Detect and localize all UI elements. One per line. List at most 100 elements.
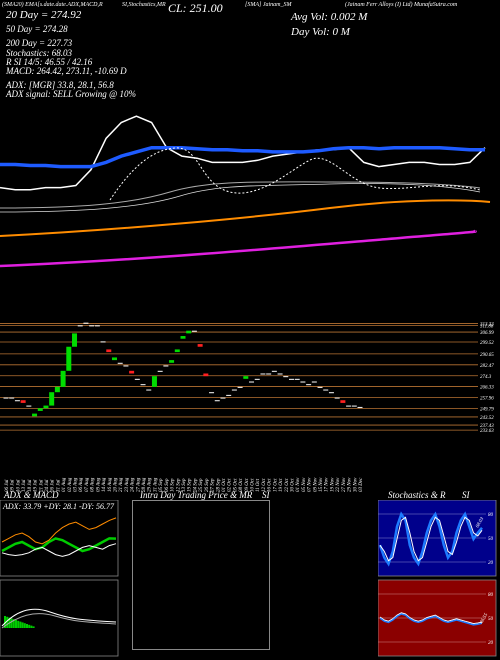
- candle: [260, 373, 266, 375]
- x-tick-label: 06 Sep: [165, 478, 170, 492]
- x-tick-label: 19 Oct: [279, 478, 284, 492]
- x-tick-label: 13 Sep: [182, 478, 187, 492]
- x-tick-label: 01 Nov: [296, 477, 301, 492]
- candle: [54, 386, 60, 393]
- x-tick-label: 01 Aug: [62, 477, 67, 492]
- candle: [346, 405, 352, 407]
- candle: [106, 349, 112, 353]
- x-tick-label: 05 Sep: [159, 478, 164, 492]
- candle: [111, 357, 117, 361]
- x-tick-label: 12 Sep: [176, 478, 181, 492]
- candle: [37, 408, 43, 411]
- macd-bar: [32, 626, 35, 628]
- stoch-panel-title: Stochastics & R: [388, 490, 446, 500]
- rsi-side-value: 46.55: [479, 612, 489, 625]
- day-vol: Day Vol: 0 M: [291, 26, 350, 38]
- x-tick-label: 28 Aug: [142, 477, 147, 492]
- header-line1b: SI,Stochastics,MR: [122, 2, 166, 8]
- x-tick-label: 15 Nov: [319, 477, 324, 492]
- rsi-axis-label: 50: [488, 617, 494, 622]
- candle: [209, 392, 215, 394]
- x-tick-label: 17 Oct: [273, 478, 278, 492]
- adx-frame: [0, 500, 119, 577]
- candle: [100, 341, 106, 343]
- sma200-label: 200 Day = 227.73: [6, 38, 73, 48]
- adx-panel: ADX: 33.79 +DY: 28.1 -DY: 56.77: [0, 500, 119, 657]
- stoch-panel-si: SI: [462, 490, 470, 500]
- stochastics-value: Stochastics: 68.03: [6, 48, 72, 58]
- x-tick-label: 24 Jul: [45, 479, 50, 492]
- candle: [277, 373, 283, 375]
- candle: [300, 381, 306, 383]
- candle: [89, 325, 95, 327]
- adx-panel-title: ADX & MACD: [4, 490, 59, 500]
- y-tick-label: 257.96: [480, 397, 494, 402]
- x-tick-label: 17 Nov: [325, 477, 330, 492]
- sma-chart: [0, 115, 491, 268]
- candle: [191, 330, 197, 332]
- macd-frame: [0, 579, 119, 657]
- avg-vol: Avg Vol: 0.002 M: [291, 11, 368, 23]
- macd-bar: [19, 621, 22, 628]
- rsi-value: R SI 14/5: 46.55 / 42.16: [6, 57, 93, 67]
- stoch-axis-label: 80: [488, 513, 494, 518]
- macd-bar: [30, 625, 33, 628]
- candle: [340, 400, 346, 403]
- y-tick-label: 249.79: [480, 408, 494, 413]
- x-tick-label: 23 Aug: [125, 477, 130, 492]
- sma-grey-line: [0, 181, 481, 209]
- plus-dy-line: [1, 543, 117, 557]
- candle: [317, 386, 323, 388]
- stochastics-signal-line: [379, 516, 483, 562]
- candle: [129, 370, 135, 374]
- macd-bar: [10, 618, 13, 628]
- macd-bar: [6, 616, 9, 628]
- intraday-si: SI: [262, 490, 270, 500]
- x-tick-label: 24 Aug: [131, 477, 136, 492]
- candle: [146, 389, 152, 391]
- candle: [243, 376, 249, 379]
- candle: [151, 376, 157, 387]
- x-tick-label: 09 Nov: [313, 477, 318, 492]
- y-tick-label: 274.3: [480, 375, 492, 380]
- y-tick-label: 311.88: [480, 325, 494, 330]
- adx-signal: ADX signal: SELL Growing @ 10%: [6, 89, 137, 99]
- x-tick-label: 06 Aug: [79, 477, 84, 492]
- header-line1: (SMA20) EMA[s.date.date.ADX,MACD,R: [2, 2, 103, 8]
- candle: [294, 378, 300, 380]
- candle: [83, 322, 89, 324]
- x-tick-label: 09 Aug: [96, 477, 101, 492]
- x-tick-label: 29 Aug: [148, 477, 153, 492]
- rsi-signal-line: [379, 613, 483, 626]
- x-tick-label: 05 Oct: [233, 478, 238, 492]
- macd-line: [1, 608, 117, 627]
- candle: [9, 397, 15, 399]
- candle: [203, 373, 209, 377]
- candle: [306, 384, 312, 386]
- sma-light-line: [0, 183, 481, 213]
- candle: [77, 325, 83, 327]
- macd-signal-line: [1, 613, 117, 629]
- x-tick-label: 08 Oct: [239, 478, 244, 492]
- candle: [254, 378, 260, 380]
- x-tick-label: 14 Aug: [102, 477, 107, 492]
- candle: [271, 370, 277, 372]
- x-tick-label: 21 Aug: [119, 477, 124, 492]
- candle: [197, 344, 203, 347]
- candle: [323, 389, 329, 391]
- stoch-axis-label: 50: [488, 537, 494, 542]
- sma-dotted-line: [109, 147, 481, 201]
- x-tick-label: 26 Sep: [205, 478, 210, 492]
- candle: [123, 365, 129, 367]
- sma-orange-line: [0, 199, 491, 237]
- x-tick-label: 07 Aug: [85, 477, 90, 492]
- y-tick-label: 233.63: [480, 429, 494, 434]
- sma50-line: [0, 145, 485, 169]
- x-tick-label: 31 Aug: [153, 477, 158, 492]
- x-tick-label: 21 Jul: [39, 479, 44, 492]
- candle: [169, 360, 175, 363]
- candle: [334, 397, 340, 399]
- candle: [237, 386, 243, 388]
- x-tick-label: 25 Sep: [199, 478, 204, 492]
